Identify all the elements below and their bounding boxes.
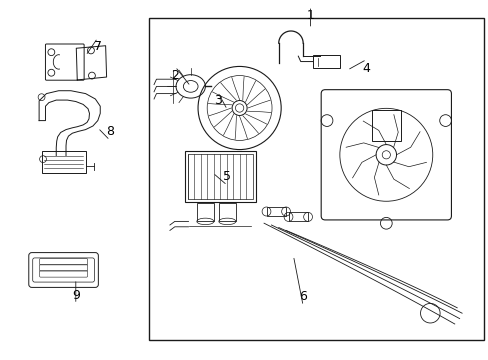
Bar (184, 151, 255, 202)
Bar (41, 151, 85, 173)
Bar (288, 212, 307, 221)
Text: 8: 8 (106, 125, 114, 138)
Text: 4: 4 (362, 62, 370, 75)
Bar (196, 203, 214, 221)
Text: 2: 2 (171, 69, 179, 82)
Bar (219, 203, 236, 221)
Text: 9: 9 (72, 289, 80, 302)
Bar (187, 154, 252, 199)
Text: 5: 5 (223, 170, 231, 183)
Text: 7: 7 (94, 40, 102, 53)
Bar (371, 110, 400, 141)
Text: 3: 3 (213, 94, 221, 107)
Text: 1: 1 (306, 9, 314, 22)
Bar (312, 55, 339, 68)
Bar (149, 18, 483, 340)
Bar (266, 207, 285, 216)
Text: 6: 6 (299, 291, 306, 303)
